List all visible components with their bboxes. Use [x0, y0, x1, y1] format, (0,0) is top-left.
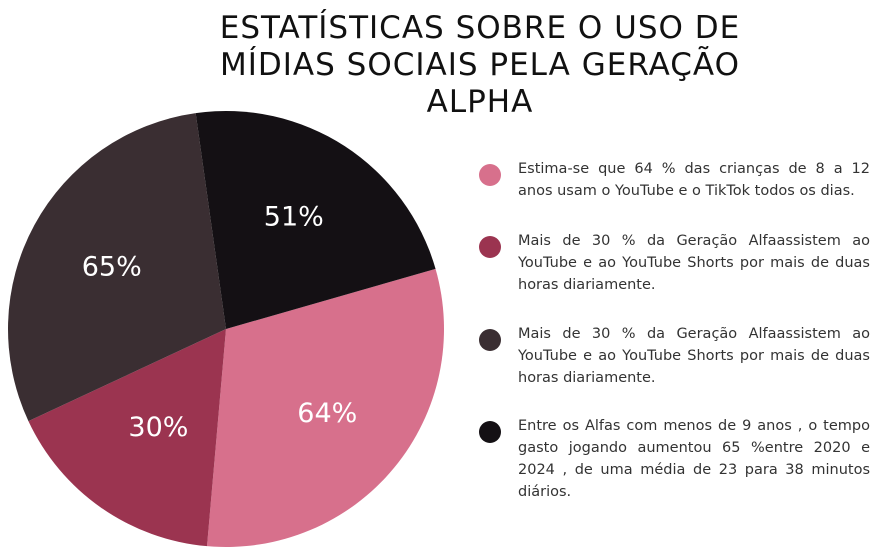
legend-swatch-3 — [479, 329, 501, 351]
legend-item-3: Mais de 30 % da Geração Alfaassistem ao … — [478, 323, 870, 389]
pie-label-64: 64% — [297, 398, 357, 429]
legend-item-2: Mais de 30 % da Geração Alfaassistem ao … — [478, 230, 870, 296]
chart-title: ESTATÍSTICAS SOBRE O USO DE MÍDIAS SOCIA… — [219, 10, 741, 120]
legend-swatch-2 — [479, 236, 501, 258]
pie-label-30: 30% — [128, 412, 188, 443]
pie-slice-64 — [207, 268, 444, 547]
legend-text-4: Entre os Alfas com menos de 9 anos , o t… — [518, 418, 870, 500]
legend-swatch-1 — [479, 164, 501, 186]
pie-slice-30 — [28, 329, 227, 547]
pie-slice-51 — [195, 111, 436, 329]
pie-label-65: 65% — [82, 251, 142, 282]
legend-text-1: Estima-se que 64 % das crianças de 8 a 1… — [518, 161, 870, 199]
legend-item-4: Entre os Alfas com menos de 9 anos , o t… — [478, 415, 870, 503]
pie-chart: 64% 30% 65% 51% — [8, 111, 444, 547]
legend: Estima-se que 64 % das crianças de 8 a 1… — [478, 158, 870, 527]
pie-slice-65 — [8, 113, 227, 422]
pie-label-51: 51% — [264, 201, 324, 232]
legend-item-1: Estima-se que 64 % das crianças de 8 a 1… — [478, 158, 870, 202]
legend-text-2: Mais de 30 % da Geração Alfaassistem ao … — [518, 233, 870, 293]
legend-text-3: Mais de 30 % da Geração Alfaassistem ao … — [518, 326, 870, 386]
legend-swatch-4 — [479, 421, 501, 443]
